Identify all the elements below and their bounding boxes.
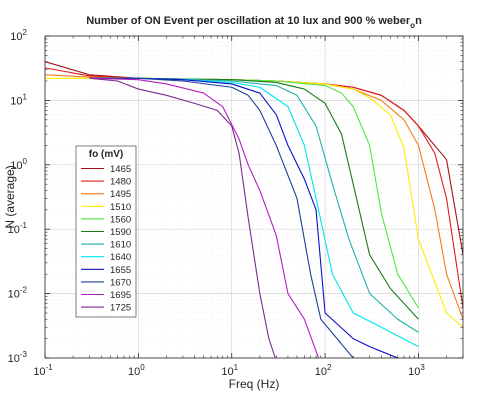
legend-label-1610: 1610 (110, 240, 131, 251)
legend-label-1725: 1725 (110, 303, 131, 314)
plot-frame (44, 35, 464, 359)
legend-title: fo (mV) (89, 149, 123, 160)
x-tick-label: 102 (315, 363, 332, 378)
series-line-1670 (89, 77, 354, 358)
legend-label-1495: 1495 (110, 189, 131, 200)
series-line-1695 (89, 77, 320, 358)
legend-label-1480: 1480 (110, 177, 131, 188)
chart-title: Number of ON Event per oscillation at 10… (86, 15, 422, 30)
y-tick-label: 101 (10, 92, 27, 107)
legend-label-1590: 1590 (110, 227, 131, 238)
legend-label-1695: 1695 (110, 290, 131, 301)
legend-label-1655: 1655 (110, 265, 131, 276)
legend-label-1560: 1560 (110, 214, 131, 225)
y-tick-label: 102 (10, 28, 27, 43)
x-tick-label: 100 (128, 363, 145, 378)
legend-label-1465: 1465 (110, 164, 131, 175)
series-line-1655 (89, 77, 399, 358)
series-layer (45, 61, 463, 358)
y-tick-label: 10-2 (8, 286, 28, 301)
legend-label-1670: 1670 (110, 277, 131, 288)
legend-label-1640: 1640 (110, 252, 131, 263)
x-tick-label: 103 (408, 363, 425, 378)
x-tick-label: 10-1 (33, 363, 53, 378)
y-axis-label: N (average) (3, 165, 17, 228)
y-tick-label: 10-3 (8, 350, 28, 365)
legend-label-1510: 1510 (110, 202, 131, 213)
y-tick-label: 100 (10, 157, 27, 172)
x-axis-label: Freq (Hz) (229, 377, 280, 391)
axis-ticks (44, 35, 464, 359)
y-tick-label: 10-1 (8, 221, 28, 236)
x-tick-label: 101 (221, 363, 238, 378)
series-line-1725 (89, 77, 276, 358)
